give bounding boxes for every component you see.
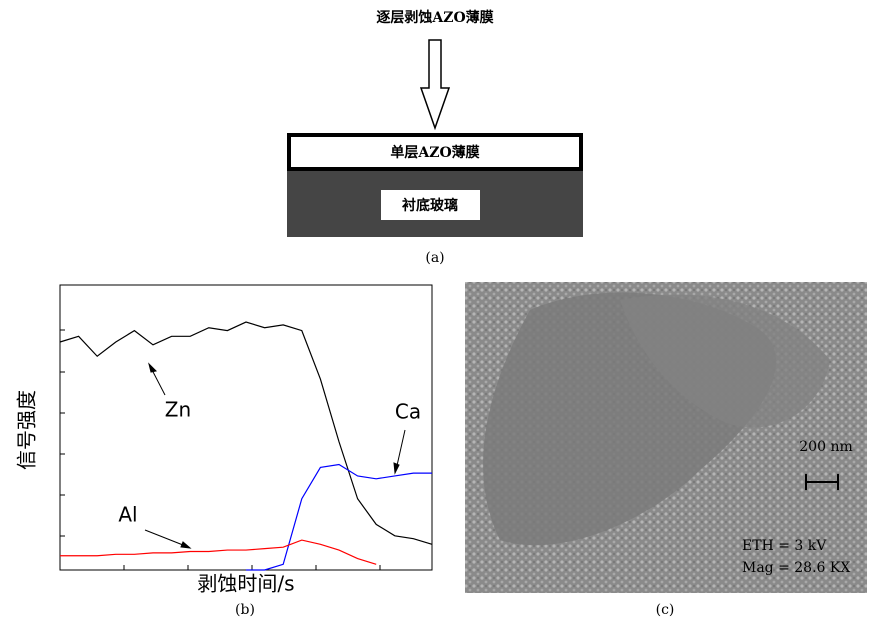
voltage-label: ETH = 3 kV [742,538,827,554]
series-line [246,463,432,571]
annotation: Al [118,503,137,527]
down-arrow [419,39,451,131]
film-label: 单层AZO薄膜 [390,144,479,161]
plot-frame [59,284,433,571]
annotation: Zn [165,398,191,422]
x-axis-label: 剥蚀时间/s [197,572,294,596]
magnification-label: Mag = 28.6 KX [742,560,850,576]
substrate-label: 衬底玻璃 [402,197,458,214]
annotation: Ca [395,400,421,424]
y-axis-label: 信号强度 [15,390,39,470]
process-label: 逐层剥蚀AZO薄膜 [376,9,493,26]
sem-smooth-region [620,294,830,428]
series-line [60,539,377,565]
film-layer [287,133,583,171]
panel-label: (c) [656,602,675,618]
panel-label: (a) [425,250,444,266]
annotation-arrows [144,362,406,549]
scale-label: 200 nm [799,439,852,455]
scale-bar [805,474,839,490]
substrate-label-box [381,190,480,220]
series-line [59,321,433,545]
panel-label: (b) [235,602,255,618]
frame-ticks [60,329,381,570]
